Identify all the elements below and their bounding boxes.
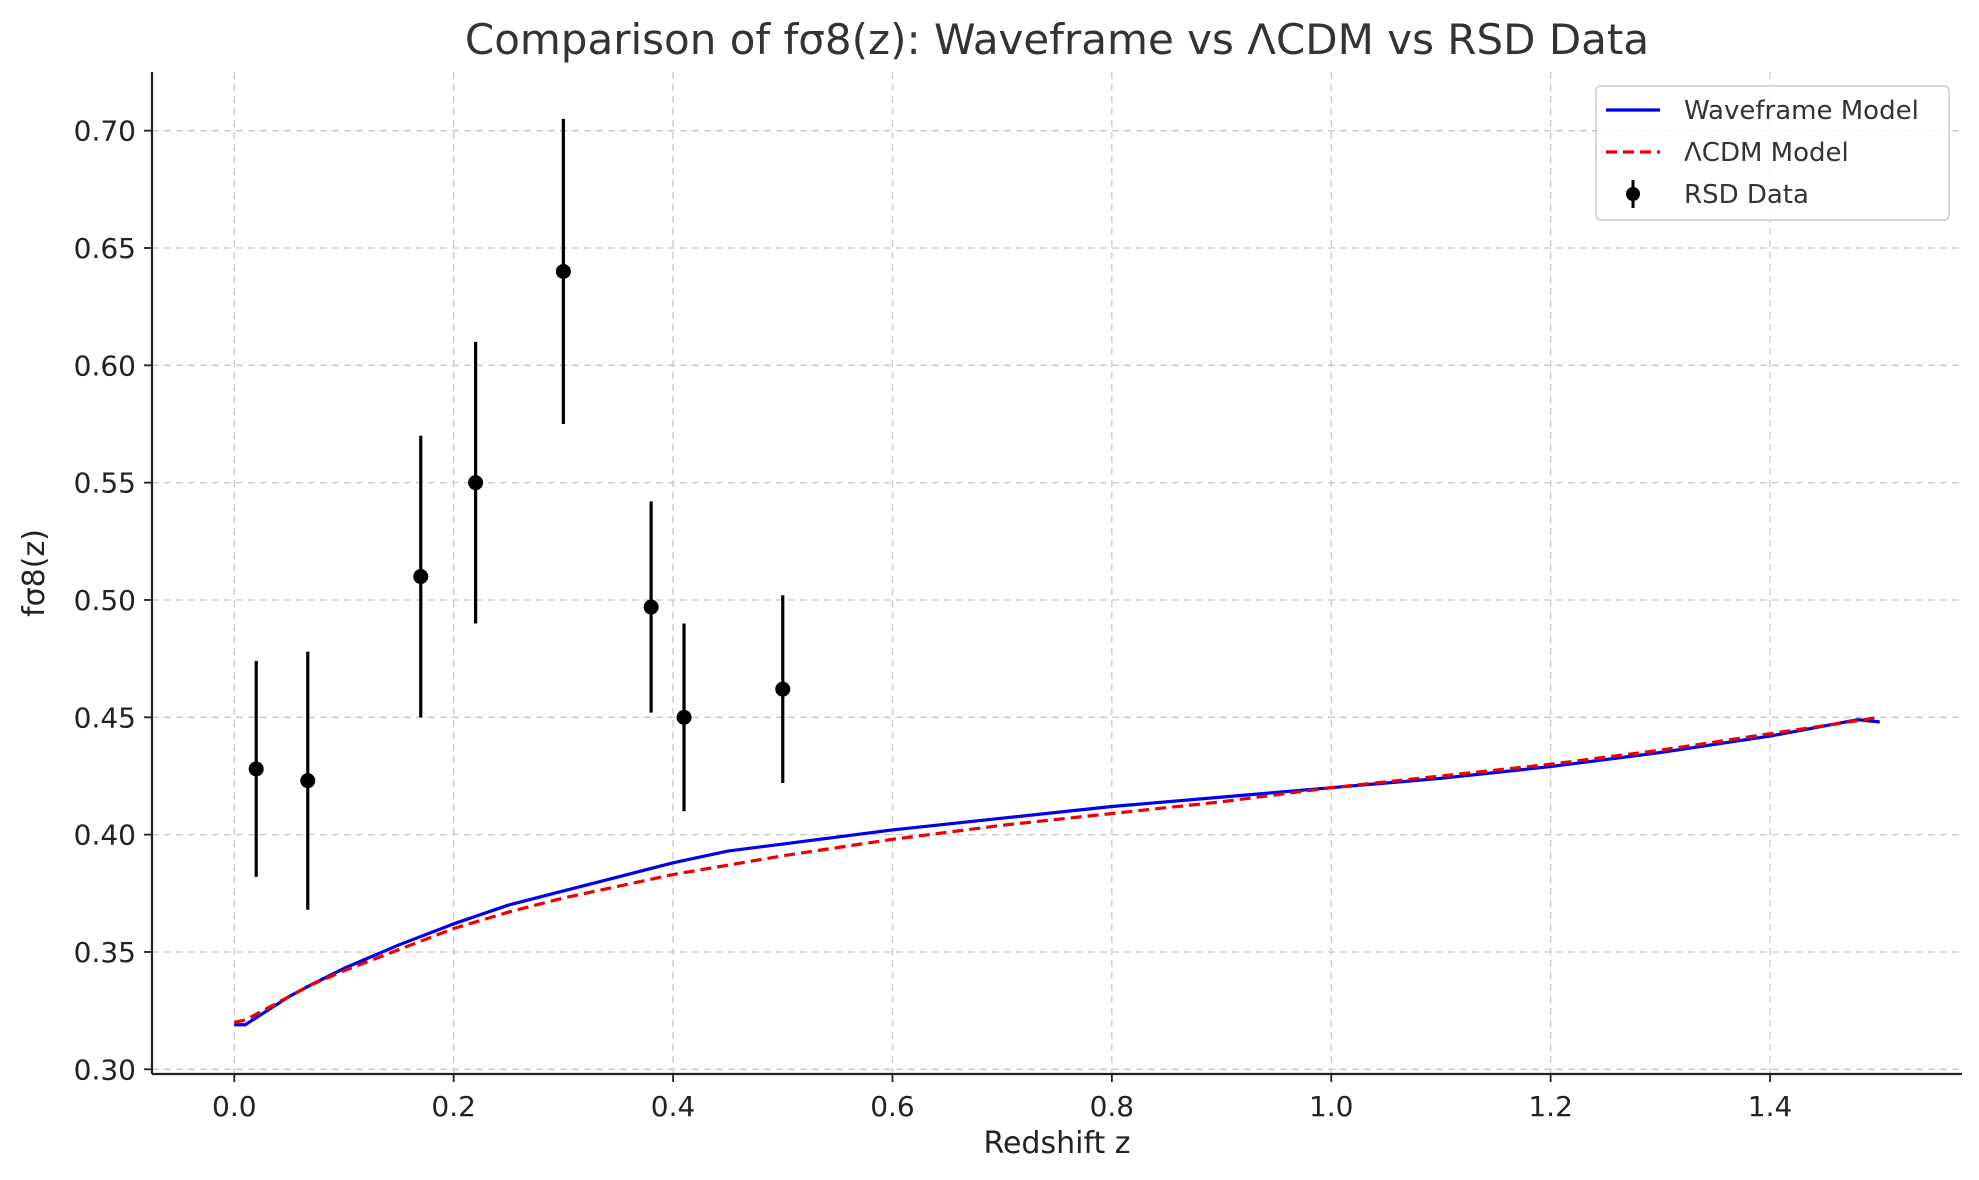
x-tick-label-5: 1.0: [1309, 1090, 1354, 1123]
x-axis-label: Redshift z: [983, 1126, 1130, 1161]
y-tick-label-4: 0.50: [74, 584, 136, 617]
y-tick-label-2: 0.40: [74, 819, 136, 852]
x-tick-label-0: 0.0: [212, 1090, 257, 1123]
x-tick-label-2: 0.4: [651, 1090, 696, 1123]
ticks: 0.0 0.2 0.4 0.6 0.8 1.0 1.2 1.4 0.30 0.35 0.40 0.45…: [74, 115, 1793, 1123]
rsd-point-1: [300, 773, 316, 789]
rsd-point-7: [775, 681, 791, 697]
rsd-point-4: [555, 263, 571, 279]
rsd-point-0: [248, 761, 264, 777]
y-tick-label-1: 0.35: [74, 936, 136, 969]
y-tick-label-7: 0.65: [74, 232, 136, 265]
x-tick-label-3: 0.6: [870, 1090, 915, 1123]
y-tick-label-5: 0.55: [74, 467, 136, 500]
chart-title: Comparison of fσ8(z): Waveframe vs ΛCDM …: [465, 15, 1649, 64]
rsd-point-3: [468, 475, 484, 491]
legend: Waveframe Model ΛCDM Model RSD Data: [1595, 85, 1950, 221]
rsd-point-2: [413, 569, 429, 585]
legend-label-rsd: RSD Data: [1684, 180, 1809, 210]
x-tick-label-7: 1.4: [1748, 1090, 1793, 1123]
y-tick-label-8: 0.70: [74, 115, 136, 148]
series-group: [233, 715, 1880, 1027]
rsd-point-6: [676, 709, 692, 725]
series-line-lcdm: [233, 715, 1880, 1024]
grid: [152, 72, 1962, 1074]
y-axis-label: fσ8(z): [17, 529, 52, 617]
x-tick-label-6: 1.2: [1528, 1090, 1573, 1123]
legend-frame: [1595, 85, 1950, 221]
series-line-waveframe: [234, 718, 1880, 1027]
y-tick-label-3: 0.45: [74, 701, 136, 734]
x-tick-label-4: 0.8: [1090, 1090, 1135, 1123]
legend-swatch-rsd-point: [1626, 187, 1640, 201]
rsd-point-5: [643, 599, 659, 615]
y-tick-label-6: 0.60: [74, 349, 136, 382]
errorbar-group: [248, 118, 791, 910]
x-tick-label-1: 0.2: [431, 1090, 476, 1123]
y-tick-label-0: 0.30: [74, 1053, 136, 1086]
legend-label-lcdm: ΛCDM Model: [1684, 138, 1849, 168]
legend-label-waveframe: Waveframe Model: [1684, 96, 1919, 126]
